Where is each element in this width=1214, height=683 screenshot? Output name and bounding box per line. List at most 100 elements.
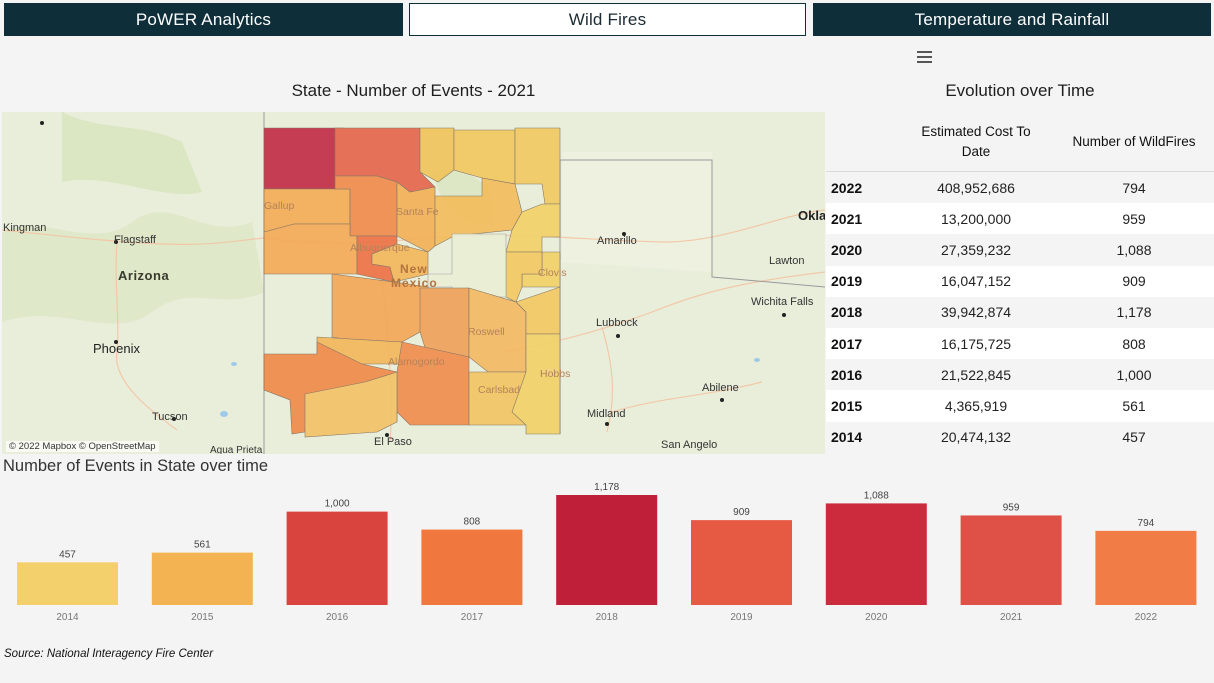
row-wildfires: 1,000	[1116, 366, 1152, 383]
map-title: State - Number of Events - 2021	[291, 81, 536, 100]
map-label-albuquerque: Albuquerque	[350, 242, 410, 254]
bar-2017[interactable]	[421, 529, 523, 605]
table-row[interactable]: 2015 4,365,919 561	[826, 390, 1214, 422]
map-label-el-paso: El Paso	[374, 436, 412, 448]
bar-chart: 457 2014 561 2015 1,000 2016 808 2017 1,178 2018 9…	[0, 475, 1214, 625]
column-header-cost[interactable]: Estimated Cost To Date	[921, 124, 1031, 159]
map-label-roswell: Roswell	[468, 326, 505, 338]
map-label-amarillo: Amarillo	[597, 235, 637, 247]
table-title: Evolution over Time	[945, 81, 1095, 100]
bar-value-label: 457	[59, 549, 76, 560]
x-tick-label: 2021	[1000, 612, 1023, 623]
row-year: 2022	[831, 179, 863, 196]
map-label-san-angelo: San Angelo	[661, 439, 718, 451]
bar-2021[interactable]	[960, 515, 1062, 605]
map-label-alamogordo: Alamogordo	[388, 356, 445, 368]
bar-2019[interactable]	[691, 520, 792, 605]
row-cost: 21,522,845	[940, 366, 1012, 383]
bar-2016[interactable]	[286, 511, 388, 605]
map-label-hobbs: Hobbs	[540, 368, 571, 380]
row-wildfires: 959	[1122, 210, 1146, 227]
table-row[interactable]: 2017 16,175,725 808	[826, 327, 1214, 360]
map-label-okla: Okla	[798, 208, 825, 223]
row-cost: 16,047,152	[940, 273, 1012, 290]
table-row[interactable]: 2021 13,200,000 959	[826, 203, 1214, 235]
bar-value-label: 794	[1138, 518, 1155, 529]
row-year: 2014	[831, 429, 863, 446]
source-note: Source: National Interagency Fire Center	[4, 648, 214, 660]
row-year: 2015	[831, 397, 863, 414]
map-attribution[interactable]: © 2022 Mapbox © OpenStreetMap	[6, 441, 159, 452]
evolution-table: Estimated Cost To Date Number of WildFir…	[826, 112, 1214, 453]
bar-2015[interactable]	[151, 552, 253, 605]
map-label-lubbock: Lubbock	[596, 317, 638, 329]
map-label-clovis: Clovis	[538, 267, 567, 279]
bar-value-label: 1,178	[594, 482, 619, 493]
row-wildfires: 794	[1122, 179, 1146, 196]
row-cost: 16,175,725	[940, 335, 1012, 352]
table-row[interactable]: 2014 20,474,132 457	[826, 422, 1214, 453]
x-tick-label: 2022	[1135, 612, 1158, 623]
row-year: 2020	[831, 241, 863, 258]
table-row[interactable]: 2016 21,522,845 1,000	[826, 359, 1214, 390]
row-year: 2017	[831, 335, 863, 352]
row-cost: 27,359,232	[940, 241, 1012, 258]
x-tick-label: 2014	[56, 612, 79, 623]
map-label-abilene: Abilene	[702, 382, 739, 394]
bar-2014[interactable]	[17, 562, 118, 605]
map-label-carlsbad: Carlsbad	[478, 384, 521, 396]
row-wildfires: 909	[1122, 273, 1146, 290]
bar-2020[interactable]	[825, 503, 927, 605]
map-label-midland: Midland	[587, 408, 626, 420]
x-tick-label: 2015	[191, 612, 214, 623]
x-tick-label: 2020	[865, 612, 888, 623]
map-label-new: New	[400, 262, 428, 276]
row-cost: 13,200,000	[940, 210, 1012, 227]
map-label-lawton: Lawton	[769, 255, 805, 267]
row-year: 2016	[831, 366, 863, 383]
row-cost: 20,474,132	[940, 429, 1012, 446]
tab-power-analytics[interactable]: PoWER Analytics	[4, 3, 403, 36]
row-year: 2018	[831, 304, 863, 321]
row-cost: 4,365,919	[944, 397, 1008, 414]
row-wildfires: 808	[1122, 335, 1146, 352]
bar-value-label: 909	[733, 507, 750, 518]
menu-icon[interactable]	[917, 51, 932, 63]
x-tick-label: 2017	[461, 612, 484, 623]
bar-chart-title: Number of Events in State over time	[3, 457, 269, 475]
table-row[interactable]: 2022 408,952,686 794	[826, 172, 1214, 203]
bar-value-label: 561	[194, 540, 211, 551]
bar-value-label: 808	[464, 517, 481, 528]
bar-value-label: 959	[1003, 502, 1020, 513]
map-label-agua-prieta: Agua Prieta	[210, 445, 263, 454]
table-body: 2022 408,952,686 794 2021 13,200,000 959 2020 2…	[826, 172, 1214, 453]
map-canvas	[2, 112, 825, 454]
tab-wild-fires[interactable]: Wild Fires	[409, 3, 806, 36]
x-tick-label: 2016	[326, 612, 349, 623]
row-cost: 39,942,874	[940, 304, 1012, 321]
table-header: Estimated Cost To Date Number of WildFir…	[826, 112, 1214, 172]
map-label-wichita-falls: Wichita Falls	[751, 296, 814, 308]
row-cost: 408,952,686	[937, 179, 1015, 196]
map-label-santa-fe: Santa Fe	[396, 206, 439, 218]
row-wildfires: 561	[1122, 397, 1146, 414]
bar-2022[interactable]	[1095, 530, 1197, 605]
row-wildfires: 1,088	[1116, 241, 1152, 258]
map-label-mexico: Mexico	[391, 276, 438, 290]
choropleth-map[interactable]: Kingman Flagstaff Arizona Phoenix Tucson…	[2, 112, 825, 454]
map-label-flagstaff: Flagstaff	[114, 234, 156, 246]
table-row[interactable]: 2018 39,942,874 1,178	[826, 297, 1214, 328]
bar-2018[interactable]	[556, 495, 658, 605]
map-label-arizona: Arizona	[118, 268, 170, 283]
map-label-tucson: Tucson	[152, 411, 188, 423]
bar-value-label: 1,000	[325, 499, 350, 510]
tab-temperature-rainfall[interactable]: Temperature and Rainfall	[813, 3, 1211, 36]
map-label-gallup: Gallup	[264, 200, 295, 212]
x-tick-label: 2019	[730, 612, 753, 623]
table-row[interactable]: 2019 16,047,152 909	[826, 265, 1214, 297]
map-label-kingman: Kingman	[3, 222, 47, 234]
row-wildfires: 457	[1122, 429, 1146, 446]
row-year: 2021	[831, 210, 863, 227]
column-header-wildfires[interactable]: Number of WildFires	[1072, 134, 1196, 149]
table-row[interactable]: 2020 27,359,232 1,088	[826, 234, 1214, 265]
